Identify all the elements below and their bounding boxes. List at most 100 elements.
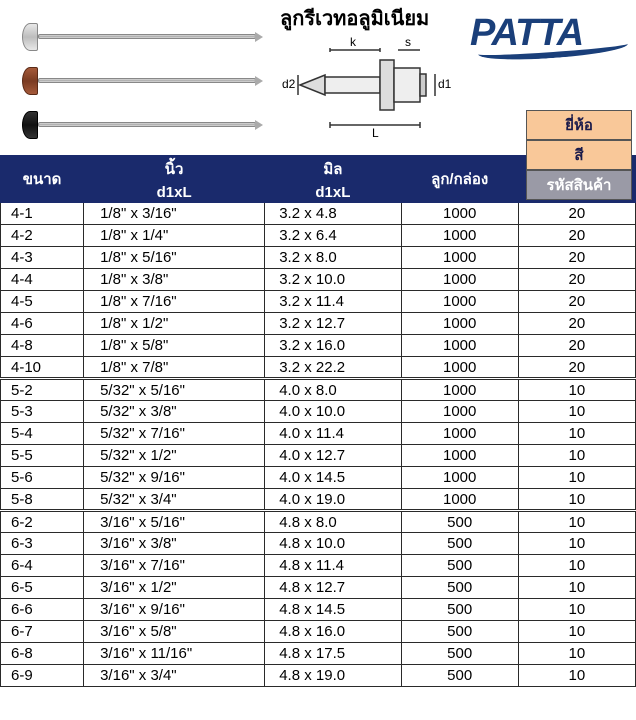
cell-pcs: 500 [401,643,518,665]
diagram-label-d1: d1 [438,77,452,91]
cell-box: 20 [518,247,635,269]
cell-box: 20 [518,335,635,357]
cell-box: 20 [518,203,635,225]
cell-box: 10 [518,467,635,489]
cell-box: 20 [518,225,635,247]
cell-pcs: 1000 [401,203,518,225]
badge-group: ยี่ห้อ สี รหัสสินค้า [526,110,632,200]
cell-pcs: 500 [401,665,518,687]
cell-mm: 4.0 x 11.4 [265,423,401,445]
diagram-label-L: L [372,126,379,140]
cell-pcs: 1000 [401,357,518,379]
cell-size: 6-4 [1,555,84,577]
cell-mm: 3.2 x 12.7 [265,313,401,335]
diagram-label-d2: d2 [282,77,296,91]
table-row: 6-63/16" x 9/16"4.8 x 14.550010 [1,599,636,621]
cell-mm: 4.0 x 12.7 [265,445,401,467]
table-row: 6-93/16" x 3/4"4.8 x 19.050010 [1,665,636,687]
cell-mm: 4.8 x 8.0 [265,511,401,533]
th-mm-sub: d1xL [265,183,401,203]
cell-inch: 5/32" x 3/4" [84,489,265,511]
cell-box: 20 [518,313,635,335]
cell-mm: 3.2 x 22.2 [265,357,401,379]
cell-inch: 1/8" x 1/2" [84,313,265,335]
cell-pcs: 500 [401,577,518,599]
cell-size: 6-6 [1,599,84,621]
cell-inch: 1/8" x 7/8" [84,357,265,379]
cell-inch: 5/32" x 3/8" [84,401,265,423]
table-row: 4-51/8" x 7/16"3.2 x 11.4100020 [1,291,636,313]
cell-mm: 4.8 x 12.7 [265,577,401,599]
cell-mm: 4.8 x 14.5 [265,599,401,621]
cell-size: 5-3 [1,401,84,423]
table-row: 6-83/16" x 11/16"4.8 x 17.550010 [1,643,636,665]
cell-inch: 3/16" x 1/2" [84,577,265,599]
cell-box: 10 [518,489,635,511]
cell-pcs: 1000 [401,335,518,357]
cell-size: 5-2 [1,379,84,401]
cell-pcs: 1000 [401,489,518,511]
cell-box: 10 [518,577,635,599]
table-row: 6-43/16" x 7/16"4.8 x 11.450010 [1,555,636,577]
cell-inch: 1/8" x 3/16" [84,203,265,225]
cell-box: 10 [518,511,635,533]
header-region: ลูกรีเวทอลูมิเนียม k s d1 d2 L PATTA ยี่… [0,0,636,155]
cell-inch: 3/16" x 7/16" [84,555,265,577]
cell-size: 5-4 [1,423,84,445]
cell-inch: 1/8" x 1/4" [84,225,265,247]
cell-inch: 5/32" x 9/16" [84,467,265,489]
cell-pcs: 1000 [401,379,518,401]
cell-inch: 1/8" x 7/16" [84,291,265,313]
table-row: 5-25/32" x 5/16"4.0 x 8.0100010 [1,379,636,401]
cell-mm: 3.2 x 6.4 [265,225,401,247]
cell-inch: 5/32" x 7/16" [84,423,265,445]
diagram-label-k: k [350,35,357,49]
cell-inch: 1/8" x 5/8" [84,335,265,357]
badge-color: สี [526,140,632,170]
table-row: 6-73/16" x 5/8"4.8 x 16.050010 [1,621,636,643]
table-row: 6-53/16" x 1/2"4.8 x 12.750010 [1,577,636,599]
cell-pcs: 500 [401,511,518,533]
cell-size: 4-6 [1,313,84,335]
table-row: 5-45/32" x 7/16"4.0 x 11.4100010 [1,423,636,445]
cell-size: 6-3 [1,533,84,555]
badge-brand: ยี่ห้อ [526,110,632,140]
cell-size: 4-8 [1,335,84,357]
cell-inch: 5/32" x 1/2" [84,445,265,467]
cell-pcs: 500 [401,533,518,555]
rivet-brown [4,62,256,98]
cell-mm: 4.0 x 10.0 [265,401,401,423]
cell-inch: 5/32" x 5/16" [84,379,265,401]
cell-mm: 3.2 x 10.0 [265,269,401,291]
cell-mm: 4.8 x 19.0 [265,665,401,687]
cell-mm: 4.8 x 17.5 [265,643,401,665]
cell-size: 4-2 [1,225,84,247]
table-row: 5-35/32" x 3/8"4.0 x 10.0100010 [1,401,636,423]
cell-size: 4-1 [1,203,84,225]
table-row: 4-21/8" x 1/4"3.2 x 6.4100020 [1,225,636,247]
rivet-silver [4,18,256,54]
table-row: 4-41/8" x 3/8"3.2 x 10.0100020 [1,269,636,291]
cell-mm: 4.8 x 16.0 [265,621,401,643]
table-row: 6-23/16" x 5/16"4.8 x 8.050010 [1,511,636,533]
th-perbox: ลูก/กล่อง [401,156,518,203]
table-row: 5-55/32" x 1/2"4.0 x 12.7100010 [1,445,636,467]
cell-size: 6-2 [1,511,84,533]
cell-inch: 3/16" x 3/8" [84,533,265,555]
brand-logo: PATTA [470,12,628,73]
cell-box: 10 [518,665,635,687]
cell-mm: 3.2 x 11.4 [265,291,401,313]
cell-size: 6-5 [1,577,84,599]
th-inch-sub: d1xL [84,183,265,203]
cell-inch: 1/8" x 5/16" [84,247,265,269]
table-row: 6-33/16" x 3/8"4.8 x 10.050010 [1,533,636,555]
cell-size: 4-3 [1,247,84,269]
cell-pcs: 1000 [401,467,518,489]
cell-mm: 3.2 x 16.0 [265,335,401,357]
cell-mm: 4.0 x 19.0 [265,489,401,511]
table-row: 4-31/8" x 5/16"3.2 x 8.0100020 [1,247,636,269]
cell-size: 6-7 [1,621,84,643]
diagram-label-s: s [405,35,411,49]
cell-pcs: 500 [401,621,518,643]
cell-box: 10 [518,445,635,467]
